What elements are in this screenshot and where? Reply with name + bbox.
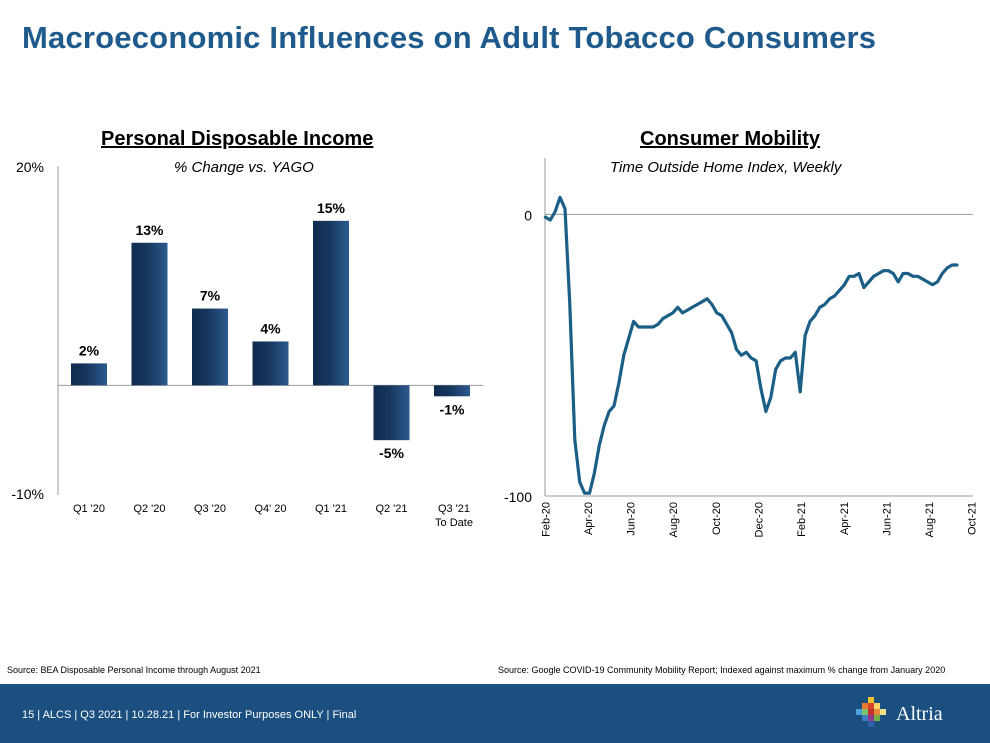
x-tick-label: Aug-20 <box>668 502 680 537</box>
x-tick-label: Q1 '20 <box>73 503 105 515</box>
footer-text: 15 | ALCS | Q3 2021 | 10.28.21 | For Inv… <box>22 709 357 721</box>
income-bar-chart: 20% -10% 2% Q1 '20 13% Q2 '20 7% Q3 '20 4% Q4' 20… <box>11 159 483 529</box>
x-tick-label: Q2 '21 <box>375 503 407 515</box>
bar-data-label: 7% <box>200 288 221 304</box>
mobility-chart-title: Consumer Mobility <box>640 128 821 150</box>
x-tick-label: Jun-20 <box>626 502 638 536</box>
footer-bar: 15 | ALCS | Q3 2021 | 10.28.21 | For Inv… <box>0 684 990 743</box>
income-chart-subtitle: % Change vs. YAGO <box>174 159 314 176</box>
x-tick-label: Apr-21 <box>839 502 851 535</box>
bar <box>131 242 168 386</box>
x-tick-label: Apr-20 <box>583 502 595 535</box>
x-tick-label: To Date <box>435 517 473 529</box>
mobility-line-chart: 0 -100 Feb-20 Apr-20 Jun-20 Aug-20 Oct-20 Dec-2… <box>504 158 979 537</box>
bar <box>252 341 289 386</box>
bar <box>373 385 410 441</box>
x-tick-label: Oct-20 <box>711 502 723 535</box>
income-chart-title: Personal Disposable Income <box>101 128 374 150</box>
source-left: Source: BEA Disposable Personal Income t… <box>7 665 261 675</box>
x-tick-label: Q1 '21 <box>315 503 347 515</box>
bar <box>71 363 107 386</box>
series-line <box>543 195 959 495</box>
x-tick-label: Jun-21 <box>881 502 893 536</box>
bar-data-label: 4% <box>260 320 281 336</box>
bar-data-label: 13% <box>135 222 164 238</box>
bar-data-label: 2% <box>79 342 100 358</box>
altria-logo-icon <box>856 697 886 727</box>
y-tick-label: -100 <box>504 489 532 505</box>
x-tick-label: Aug-21 <box>924 502 936 537</box>
page-title: Macroeconomic Influences on Adult Tobacc… <box>22 20 877 55</box>
x-tick-label: Q4' 20 <box>254 503 286 515</box>
x-tick-label: Q3 '21 <box>438 503 470 515</box>
mobility-chart-subtitle: Time Outside Home Index, Weekly <box>610 159 842 176</box>
bar <box>192 308 228 386</box>
logo-text: Altria <box>896 703 943 725</box>
x-tick-label: Oct-21 <box>967 502 979 535</box>
bar-data-label: -5% <box>379 445 404 461</box>
bar <box>313 220 349 386</box>
x-tick-label: Feb-20 <box>540 502 552 537</box>
source-right: Source: Google COVID-19 Community Mobili… <box>498 665 946 675</box>
x-tick-label: Dec-20 <box>754 502 766 537</box>
x-tick-label: Q2 '20 <box>133 503 165 515</box>
x-tick-label: Q3 '20 <box>194 503 226 515</box>
bar <box>434 385 470 397</box>
bar-data-label: -1% <box>440 401 465 417</box>
y-tick-label: -10% <box>11 486 44 502</box>
x-tick-label: Feb-21 <box>796 502 808 537</box>
y-tick-label: 20% <box>16 159 44 175</box>
y-tick-label: 0 <box>524 207 532 223</box>
bar-data-label: 15% <box>317 200 346 216</box>
